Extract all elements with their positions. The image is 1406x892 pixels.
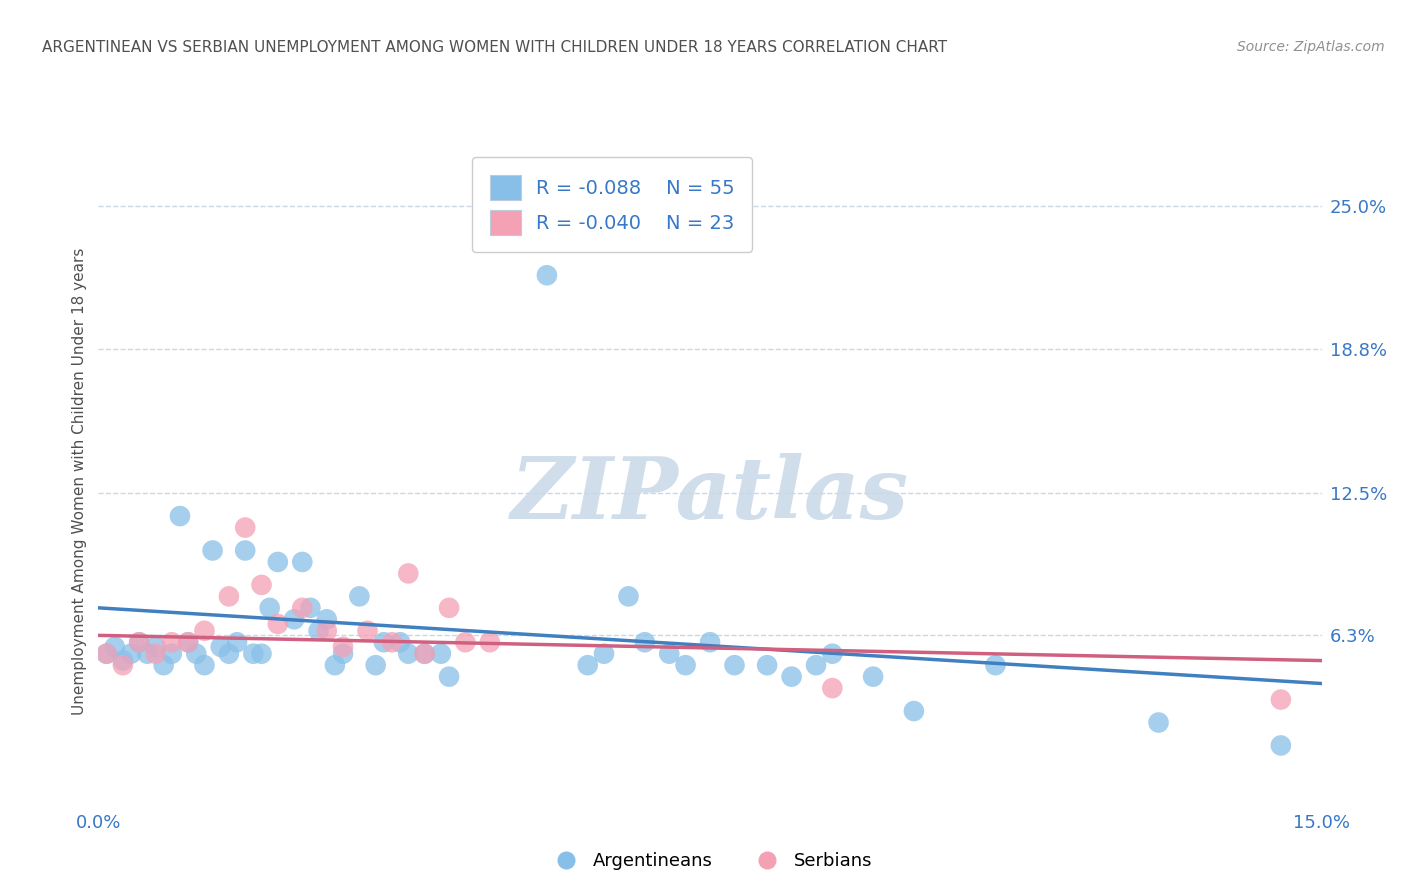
Text: Source: ZipAtlas.com: Source: ZipAtlas.com <box>1237 40 1385 54</box>
Point <box>1270 692 1292 706</box>
Point <box>780 670 803 684</box>
Point <box>389 635 412 649</box>
Point <box>396 566 419 581</box>
Point <box>111 654 134 668</box>
Point <box>104 640 127 654</box>
Point <box>437 600 460 615</box>
Point <box>536 268 558 283</box>
Point <box>291 555 314 569</box>
Point <box>209 640 232 654</box>
Point <box>299 600 322 615</box>
Point <box>96 647 118 661</box>
Point <box>699 635 721 649</box>
Point <box>193 624 215 638</box>
Point <box>1147 715 1170 730</box>
Point <box>356 624 378 638</box>
Point <box>373 635 395 649</box>
Point <box>1270 739 1292 753</box>
Point <box>315 612 337 626</box>
Point <box>169 509 191 524</box>
Point <box>675 658 697 673</box>
Point <box>332 647 354 661</box>
Y-axis label: Unemployment Among Women with Children Under 18 years: Unemployment Among Women with Children U… <box>72 248 87 715</box>
Point <box>723 658 745 673</box>
Point <box>136 647 159 661</box>
Text: ZIPatlas: ZIPatlas <box>510 453 910 536</box>
Point <box>658 647 681 661</box>
Point <box>160 635 183 649</box>
Point <box>160 647 183 661</box>
Point <box>128 635 150 649</box>
Point <box>308 624 330 638</box>
Point <box>267 616 290 631</box>
Point <box>381 635 404 649</box>
Point <box>332 640 354 654</box>
Point <box>226 635 249 649</box>
Point <box>454 635 477 649</box>
Text: ARGENTINEAN VS SERBIAN UNEMPLOYMENT AMONG WOMEN WITH CHILDREN UNDER 18 YEARS COR: ARGENTINEAN VS SERBIAN UNEMPLOYMENT AMON… <box>42 40 948 55</box>
Point <box>96 647 118 661</box>
Point <box>111 658 134 673</box>
Point <box>128 635 150 649</box>
Point <box>201 543 224 558</box>
Point <box>821 681 844 695</box>
Point <box>413 647 436 661</box>
Point <box>218 647 240 661</box>
Point <box>413 647 436 661</box>
Point <box>145 640 167 654</box>
Point <box>233 520 256 534</box>
Point <box>177 635 200 649</box>
Point <box>120 647 142 661</box>
Point <box>152 658 174 673</box>
Point <box>283 612 305 626</box>
Point <box>349 590 371 604</box>
Legend: Argentineans, Serbians: Argentineans, Serbians <box>540 845 880 877</box>
Point <box>396 647 419 661</box>
Point <box>242 647 264 661</box>
Point <box>250 578 273 592</box>
Point <box>430 647 453 661</box>
Point <box>593 647 616 661</box>
Point <box>177 635 200 649</box>
Point <box>862 670 884 684</box>
Point <box>193 658 215 673</box>
Point <box>478 635 501 649</box>
Point <box>984 658 1007 673</box>
Point <box>437 670 460 684</box>
Point <box>186 647 208 661</box>
Point <box>634 635 657 649</box>
Point <box>323 658 346 673</box>
Point <box>804 658 827 673</box>
Point <box>267 555 290 569</box>
Point <box>233 543 256 558</box>
Point <box>617 590 640 604</box>
Point <box>903 704 925 718</box>
Point <box>315 624 337 638</box>
Point <box>250 647 273 661</box>
Point <box>291 600 314 615</box>
Point <box>756 658 779 673</box>
Point <box>821 647 844 661</box>
Point <box>259 600 281 615</box>
Point <box>145 647 167 661</box>
Point <box>364 658 387 673</box>
Point <box>576 658 599 673</box>
Point <box>218 590 240 604</box>
